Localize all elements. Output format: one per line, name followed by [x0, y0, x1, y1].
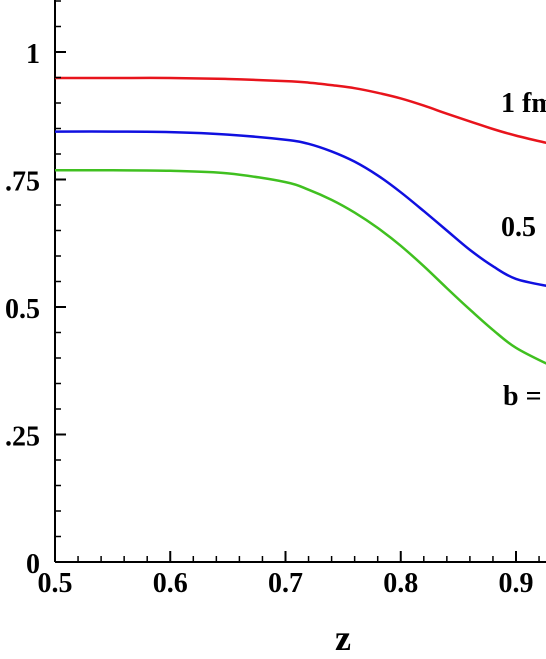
plot-frame — [54, 0, 546, 563]
y-tick-label: 0.5 — [5, 294, 40, 325]
x-axis-title: z — [335, 618, 351, 654]
x-tick-label: 0.5 — [38, 568, 73, 599]
ticks-layer — [54, 0, 540, 563]
curve-annotation: 0.5 — [501, 212, 536, 243]
y-tick-label: 1 — [26, 39, 40, 70]
series-line-1 — [54, 130, 546, 287]
series-layer — [54, 76, 546, 365]
y-tick-label: 0 — [26, 549, 40, 580]
x-tick-label: 0.9 — [499, 568, 534, 599]
y-tick-label: .25 — [5, 422, 40, 453]
x-tick-label: 0.6 — [153, 568, 188, 599]
labels-layer: 0 .25 0.5 .75 1 0.5 0.6 0.7 0.8 0.9 z 1 fm 0.5 b = 0 — [5, 39, 546, 658]
curve-annotation: 1 fm — [501, 88, 546, 119]
series-line-2 — [54, 169, 546, 365]
curve-annotation: b = 0 — [503, 381, 546, 412]
x-tick-label: 0.8 — [383, 568, 418, 599]
series-line-0 — [54, 76, 546, 145]
x-tick-label: 0.7 — [268, 568, 303, 599]
y-tick-label: .75 — [5, 167, 40, 198]
